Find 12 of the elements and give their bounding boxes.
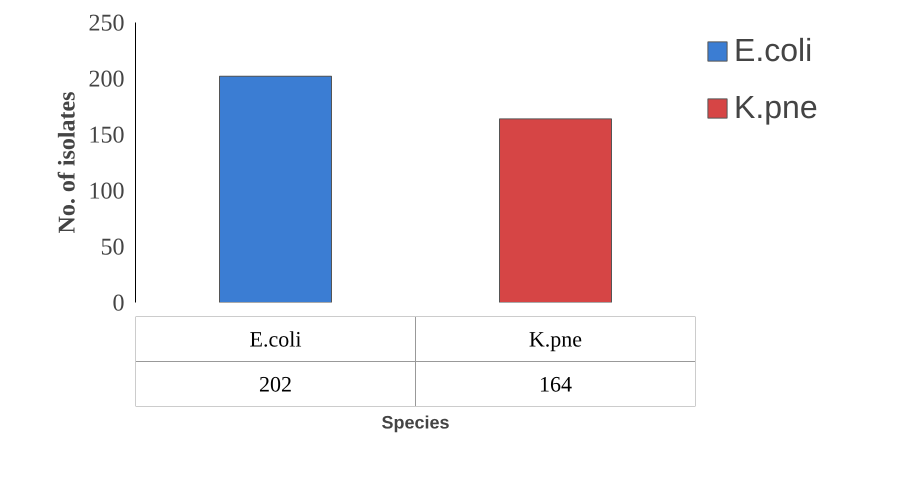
data-label: 202 — [259, 372, 292, 396]
legend-label: K.pne — [734, 89, 818, 126]
x-axis-title: Species — [381, 412, 450, 432]
y-axis-title: No. of isolates — [54, 92, 80, 234]
y-tick-label: 150 — [88, 122, 124, 148]
y-tick-label: 50 — [100, 234, 124, 260]
y-tick-label: 100 — [88, 178, 124, 204]
y-tick-label: 200 — [88, 66, 124, 92]
y-tick-label: 0 — [112, 290, 124, 316]
legend-label: E.coli — [734, 32, 812, 69]
data-label: 164 — [539, 372, 572, 396]
y-tick-label: 250 — [88, 10, 124, 36]
